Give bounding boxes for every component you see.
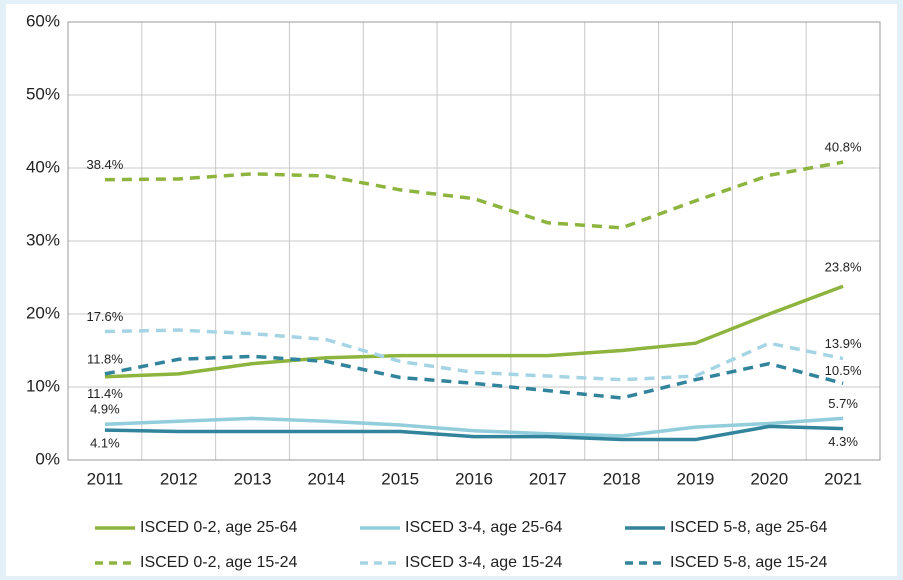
data-label: 38.4% [86, 157, 123, 172]
legend-label: ISCED 3-4, age 25-64 [405, 519, 563, 536]
x-tick-label: 2014 [307, 469, 345, 488]
x-tick-label: 2016 [455, 469, 493, 488]
data-label: 4.1% [90, 436, 120, 451]
series-line [104, 424, 844, 442]
y-tick-label: 40% [26, 157, 60, 176]
legend-label: ISCED 0-2, age 25-64 [140, 519, 298, 536]
data-label: 23.8% [825, 260, 862, 275]
legend-label: ISCED 3-4, age 15-24 [405, 554, 563, 571]
x-tick-label: 2012 [160, 469, 198, 488]
y-tick-label: 0% [35, 449, 60, 468]
x-tick-label: 2011 [87, 469, 124, 488]
plot-frame [67, 21, 881, 461]
data-label: 11.4% [87, 386, 123, 401]
data-label: 13.9% [825, 336, 862, 351]
data-label: 11.8% [87, 351, 123, 366]
x-tick-label: 2015 [381, 469, 419, 488]
series-line [104, 354, 844, 400]
y-tick-label: 10% [26, 376, 60, 395]
x-tick-label: 2017 [529, 469, 567, 488]
data-label: 10.5% [825, 363, 862, 378]
x-tick-label: 2019 [677, 469, 715, 488]
y-tick-label: 50% [26, 84, 60, 103]
series-line [104, 416, 844, 438]
x-tick-label: 2018 [603, 469, 641, 488]
x-tick-label: 2021 [824, 469, 862, 488]
legend-label: ISCED 0-2, age 15-24 [140, 554, 298, 571]
legend-label: ISCED 5-8, age 25-64 [670, 519, 828, 536]
legend-label: ISCED 5-8, age 15-24 [670, 554, 828, 571]
y-tick-label: 60% [26, 11, 60, 30]
data-label: 4.3% [828, 434, 858, 449]
data-label: 40.8% [825, 140, 862, 155]
panel [6, 4, 897, 576]
series-line [104, 284, 844, 379]
data-label: 5.7% [828, 396, 858, 411]
data-label: 4.9% [90, 402, 120, 417]
data-label: 17.6% [86, 309, 123, 324]
series-line [104, 328, 844, 382]
x-tick-label: 2013 [234, 469, 272, 488]
y-tick-label: 20% [26, 303, 60, 322]
y-tick-label: 30% [26, 230, 60, 249]
x-tick-label: 2020 [750, 469, 788, 488]
series-line [104, 160, 844, 230]
